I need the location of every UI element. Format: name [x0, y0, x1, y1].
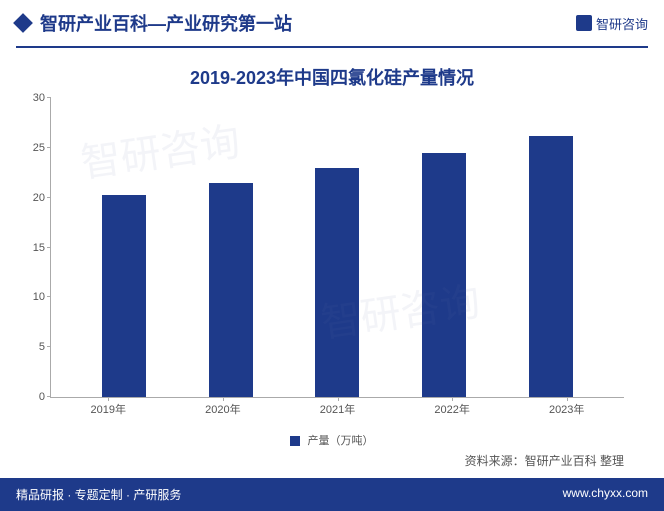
ytick-label: 15 [21, 242, 45, 254]
legend-swatch [290, 436, 300, 446]
ytick-label: 25 [21, 142, 45, 154]
header: 智研产业百科—产业研究第一站 智研咨询 [0, 0, 664, 46]
legend: 产量（万吨） [0, 428, 664, 448]
xtick-label: 2020年 [205, 401, 240, 417]
bar [209, 183, 253, 397]
ytick-label: 10 [21, 291, 45, 303]
chart-title: 2019-2023年中国四氯化硅产量情况 [0, 48, 664, 98]
footer: 精品研报 · 专题定制 · 产研服务 www.chyxx.com [0, 478, 664, 511]
xtick-mark [338, 397, 339, 401]
ytick-label: 0 [21, 391, 45, 403]
brand-text: 智研咨询 [596, 14, 648, 33]
bar [422, 153, 466, 397]
bar [315, 168, 359, 397]
ytick-label: 5 [21, 341, 45, 353]
legend-label: 产量（万吨） [308, 435, 374, 447]
bars-container [51, 98, 624, 397]
ytick-mark [47, 296, 51, 297]
footer-left: 精品研报 · 专题定制 · 产研服务 [16, 486, 181, 503]
header-brand: 智研咨询 [576, 14, 648, 33]
ytick-mark [47, 346, 51, 347]
logo-icon [576, 15, 592, 31]
source-text: 资料来源：智研产业百科 整理 [465, 452, 624, 469]
plot: 0510152025302019年2020年2021年2022年2023年 [50, 98, 624, 398]
xtick-mark [452, 397, 453, 401]
ytick-label: 30 [21, 92, 45, 104]
xtick-label: 2019年 [91, 401, 126, 417]
footer-right: www.chyxx.com [563, 486, 648, 503]
ytick-mark [47, 147, 51, 148]
xtick-label: 2023年 [549, 401, 584, 417]
ytick-mark [47, 197, 51, 198]
xtick-mark [108, 397, 109, 401]
xtick-mark [223, 397, 224, 401]
ytick-mark [47, 247, 51, 248]
diamond-icon [13, 13, 33, 33]
ytick-mark [47, 396, 51, 397]
xtick-label: 2021年 [320, 401, 355, 417]
ytick-label: 20 [21, 192, 45, 204]
ytick-mark [47, 97, 51, 98]
header-title: 智研产业百科—产业研究第一站 [40, 10, 292, 36]
bar [102, 195, 146, 397]
xtick-mark [567, 397, 568, 401]
bar [529, 136, 573, 397]
chart-area: 0510152025302019年2020年2021年2022年2023年 [50, 98, 624, 428]
xtick-label: 2022年 [434, 401, 469, 417]
